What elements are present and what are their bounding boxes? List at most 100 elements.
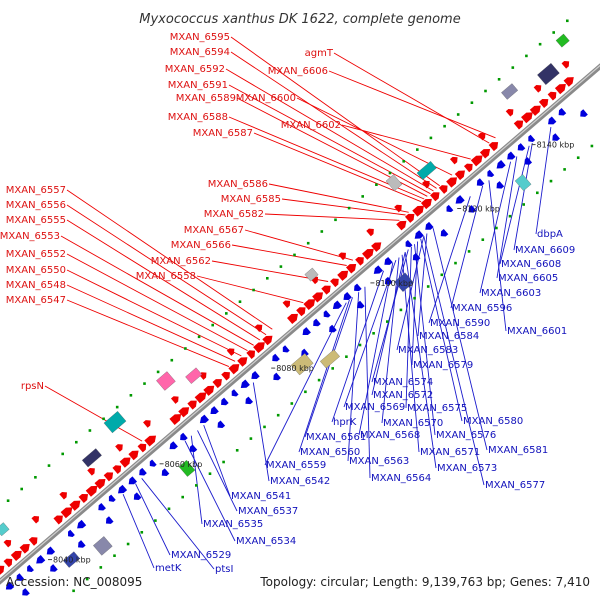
gc-marker bbox=[225, 312, 228, 315]
gc-marker bbox=[197, 335, 201, 339]
reverse-gene-arrow bbox=[199, 414, 209, 424]
gc-marker bbox=[402, 160, 405, 163]
label-leader-line bbox=[450, 185, 484, 309]
topology-summary: Topology: circular; Length: 9,139,763 bp… bbox=[259, 575, 590, 589]
gene-label: rpsN bbox=[21, 381, 44, 392]
reverse-gene-arrow bbox=[373, 265, 383, 274]
forward-gene-arrow bbox=[521, 112, 533, 124]
gc-marker bbox=[293, 253, 296, 257]
reverse-gene-arrow bbox=[98, 502, 106, 511]
forward-gene-arrow bbox=[420, 198, 432, 210]
gc-marker bbox=[170, 358, 174, 362]
reverse-gene-arrow bbox=[558, 107, 567, 116]
forward-gene-arrow bbox=[262, 335, 273, 346]
forward-gene-arrow bbox=[396, 220, 407, 231]
gc-marker bbox=[20, 487, 23, 491]
forward-gene-arrow bbox=[28, 537, 38, 546]
gene-label: MXAN_6560 bbox=[300, 447, 360, 458]
accession-text: Accession: NC_008095 bbox=[6, 575, 142, 589]
label-leader-line bbox=[244, 229, 354, 261]
gc-marker bbox=[426, 285, 430, 288]
scale-tick-label: 8140 kbp bbox=[537, 141, 575, 150]
gc-marker bbox=[279, 265, 283, 268]
reverse-gene-arrow bbox=[323, 310, 331, 318]
gc-marker bbox=[99, 566, 103, 569]
reverse-gene-arrow bbox=[161, 468, 170, 476]
label-leader-line bbox=[331, 270, 384, 423]
gc-marker bbox=[238, 300, 242, 303]
gc-marker bbox=[361, 195, 364, 198]
gene-label: MXAN_6587 bbox=[193, 128, 253, 139]
gene-label: MXAN_6550 bbox=[6, 265, 66, 276]
reverse-gene-arrow bbox=[487, 169, 495, 178]
gc-marker bbox=[386, 320, 389, 323]
label-leader-line bbox=[66, 219, 261, 341]
gene-label: MXAN_6559 bbox=[266, 460, 326, 471]
feature-block bbox=[103, 411, 127, 434]
reverse-gene-arrow bbox=[301, 348, 309, 357]
gc-marker bbox=[413, 296, 416, 300]
gene-label: MXAN_6603 bbox=[481, 288, 541, 299]
gene-label: MXAN_6573 bbox=[437, 463, 497, 474]
forward-gene-arrow bbox=[404, 213, 415, 223]
genome-backbone bbox=[0, 63, 600, 585]
forward-gene-arrow bbox=[237, 357, 248, 367]
label-leader-line bbox=[122, 494, 155, 569]
reverse-gene-arrow bbox=[282, 345, 290, 353]
gene-label: MXAN_6584 bbox=[419, 331, 479, 342]
forward-gene-arrow bbox=[31, 515, 40, 524]
gc-marker bbox=[34, 476, 37, 479]
reverse-gene-arrow bbox=[251, 371, 260, 379]
forward-gene-arrow bbox=[194, 392, 207, 404]
label-leader-line bbox=[423, 236, 485, 486]
gene-label: metK bbox=[155, 563, 182, 574]
reverse-gene-arrow bbox=[552, 133, 560, 141]
reverse-gene-arrow bbox=[384, 256, 393, 265]
reverse-gene-arrow bbox=[302, 327, 311, 336]
reverse-gene-arrow bbox=[329, 324, 337, 333]
gene-label: MXAN_6601 bbox=[507, 326, 567, 337]
forward-gene-arrow bbox=[143, 420, 151, 428]
gc-marker bbox=[320, 230, 324, 233]
feature-block bbox=[178, 459, 196, 477]
label-leader-line bbox=[381, 257, 400, 424]
forward-gene-arrow bbox=[488, 142, 499, 152]
forward-gene-arrow bbox=[19, 544, 30, 554]
label-leader-line bbox=[66, 204, 267, 336]
gene-label: hprK bbox=[333, 417, 357, 428]
gene-label: MXAN_6576 bbox=[436, 430, 496, 441]
forward-gene-arrow bbox=[137, 443, 147, 453]
forward-gene-arrow bbox=[470, 155, 483, 167]
label-leader-line bbox=[417, 233, 428, 337]
reverse-gene-arrow bbox=[425, 221, 434, 230]
forward-gene-arrow bbox=[3, 539, 12, 548]
label-leader-line bbox=[499, 145, 530, 265]
gc-marker bbox=[184, 347, 187, 350]
gc-marker bbox=[167, 507, 171, 511]
forward-gene-arrow bbox=[330, 278, 339, 288]
forward-gene-arrow bbox=[449, 156, 458, 165]
gene-label: MXAN_6562 bbox=[151, 256, 211, 267]
gc-marker bbox=[590, 144, 594, 148]
gc-marker bbox=[467, 250, 471, 253]
reverse-gene-arrow bbox=[476, 178, 485, 186]
gene-label: MXAN_6574 bbox=[373, 377, 433, 388]
scale-tick-label: 8060 kbp bbox=[165, 460, 203, 469]
label-leader-line bbox=[428, 196, 471, 324]
gc-marker bbox=[399, 308, 403, 312]
forward-gene-arrow bbox=[321, 285, 331, 295]
gc-marker bbox=[576, 156, 580, 159]
reverse-gene-arrow bbox=[169, 441, 178, 450]
reverse-gene-arrow bbox=[5, 581, 15, 590]
gene-label: MXAN_6563 bbox=[349, 456, 409, 467]
label-leader-line bbox=[281, 198, 406, 216]
reverse-gene-arrow bbox=[139, 467, 147, 476]
feature-block bbox=[385, 174, 403, 192]
gc-marker bbox=[497, 78, 501, 81]
gene-label: MXAN_6585 bbox=[221, 194, 281, 205]
label-leader-line bbox=[396, 236, 425, 351]
gc-marker bbox=[481, 238, 485, 241]
reverse-gene-arrow bbox=[231, 389, 239, 397]
forward-gene-arrow bbox=[103, 472, 114, 482]
forward-gene-arrow bbox=[422, 180, 430, 189]
